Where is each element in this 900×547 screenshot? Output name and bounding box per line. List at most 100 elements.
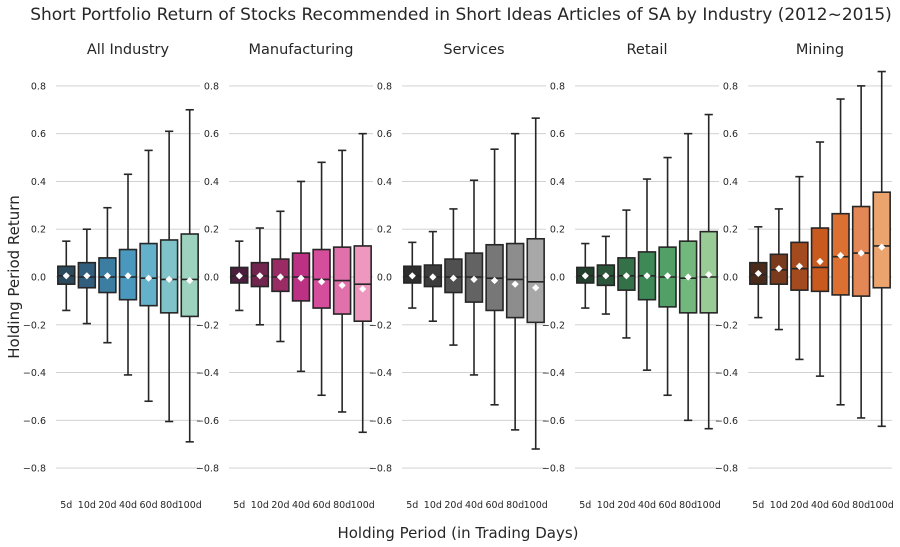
y-tick-label: 0.8	[31, 81, 46, 92]
box-40d	[464, 179, 484, 376]
chart-title: Short Portfolio Return of Stocks Recomme…	[30, 5, 892, 25]
mean-marker	[256, 272, 264, 280]
y-tick-label: −0.2	[715, 320, 738, 331]
x-tick-label: 100d	[178, 500, 202, 511]
y-tick-label: 0.2	[31, 225, 46, 236]
y-tick-label: 0.4	[550, 177, 565, 188]
y-tick-label: 0.4	[723, 177, 738, 188]
panel-services: Services −0.8 −0.6 −0.4 −0.2 0.0 0.2 0.4 0.6 0.8 5…	[369, 42, 548, 511]
x-tick-label: 60d	[486, 500, 504, 511]
box-100d	[526, 117, 545, 450]
mean-marker	[276, 273, 285, 281]
y-tick-label: 0.8	[550, 81, 565, 92]
x-tick-label: 100d	[524, 500, 548, 511]
y-tick-label: 0.2	[377, 225, 392, 236]
box-60d	[139, 149, 158, 403]
x-tick-label: 5d	[406, 500, 418, 511]
box-40d	[637, 178, 657, 371]
panel-manufacturing: Manufacturing −0.8 −0.6 −0.4 −0.2 0.0 0.2 0.4 0.…	[196, 42, 375, 511]
y-tick-label: −0.8	[715, 464, 738, 475]
box-80d	[851, 85, 871, 419]
x-tick-label: 80d	[333, 500, 351, 511]
box-80d	[505, 132, 525, 431]
box-60d	[312, 161, 331, 397]
x-tick-label: 10d	[251, 500, 269, 511]
y-tick-label: −0.6	[196, 416, 219, 427]
mean-marker	[857, 249, 865, 257]
box-body	[526, 237, 545, 324]
mean-marker	[144, 274, 153, 282]
y-tick-label: −0.2	[542, 320, 565, 331]
mean-marker	[663, 272, 672, 280]
mean-marker	[297, 274, 305, 282]
x-tick-label: 80d	[679, 500, 697, 511]
y-tick-label: −0.6	[23, 416, 46, 427]
mean-marker	[581, 272, 589, 280]
box-40d	[810, 141, 830, 377]
x-tick-label: 60d	[140, 500, 158, 511]
mean-marker	[408, 272, 416, 280]
y-tick-label: −0.4	[23, 368, 46, 379]
box-60d	[831, 98, 850, 406]
mean-marker	[705, 271, 713, 279]
box-5d	[576, 242, 595, 309]
mean-marker	[684, 273, 692, 281]
panel-mining: Mining −0.8 −0.6 −0.4 −0.2 0.0 0.2 0.4 0.6 0.8 5d 1…	[715, 42, 894, 511]
y-tick-label: 0.0	[723, 273, 738, 284]
y-tick-label: 0.8	[377, 81, 392, 92]
y-tick-label: −0.8	[542, 464, 565, 475]
y-tick-label: −0.4	[196, 368, 219, 379]
y-tick-label: 0.6	[204, 129, 219, 140]
box-20d	[98, 206, 117, 344]
mean-marker	[795, 262, 804, 270]
y-axis-label: Holding Period Return	[5, 195, 23, 358]
y-tick-label: −0.8	[369, 464, 392, 475]
x-axis-label: Holding Period (in Trading Days)	[337, 524, 578, 542]
x-tick-label: 40d	[638, 500, 656, 511]
mean-marker	[429, 273, 437, 281]
box-10d	[423, 230, 443, 322]
y-tick-label: 0.2	[550, 225, 565, 236]
box-60d	[658, 156, 677, 397]
y-tick-label: 0.0	[550, 273, 565, 284]
x-tick-label: 80d	[852, 500, 870, 511]
y-tick-label: 0.8	[723, 81, 738, 92]
y-tick-label: −0.6	[715, 416, 738, 427]
mean-marker	[338, 281, 346, 289]
x-tick-label: 10d	[424, 500, 442, 511]
box-10d	[77, 228, 97, 325]
y-tick-label: 0.4	[377, 177, 392, 188]
panel-title: Mining	[796, 42, 844, 58]
box-20d	[444, 208, 463, 346]
mean-marker	[165, 275, 173, 283]
x-tick-label: 60d	[659, 500, 677, 511]
x-tick-label: 10d	[770, 500, 788, 511]
y-tick-label: 0.4	[204, 177, 219, 188]
box-5d	[749, 226, 768, 319]
box-5d	[57, 240, 76, 312]
y-tick-label: −0.8	[23, 464, 46, 475]
panel-title: Manufacturing	[249, 42, 354, 58]
x-tick-label: 40d	[119, 500, 137, 511]
box-100d	[353, 132, 372, 434]
x-tick-label: 20d	[790, 500, 808, 511]
x-tick-label: 5d	[752, 500, 764, 511]
y-tick-label: −0.6	[542, 416, 565, 427]
y-tick-label: 0.6	[550, 129, 565, 140]
panel-title: Retail	[627, 42, 668, 58]
x-tick-label: 20d	[444, 500, 462, 511]
mean-marker	[235, 272, 243, 280]
box-10d	[250, 227, 270, 326]
x-tick-label: 40d	[465, 500, 483, 511]
mean-marker	[103, 272, 112, 280]
y-tick-label: 0.0	[377, 273, 392, 284]
mean-marker	[62, 272, 70, 280]
box-40d	[291, 180, 311, 373]
box-5d	[230, 240, 249, 312]
mean-marker	[490, 276, 499, 285]
box-60d	[485, 148, 504, 406]
x-tick-label: 5d	[60, 500, 72, 511]
panels: All Industry −0.8 −0.6 −0.4 −0.2 0.0 0.2 0.4 0.6…	[23, 42, 894, 511]
x-tick-label: 10d	[597, 500, 615, 511]
